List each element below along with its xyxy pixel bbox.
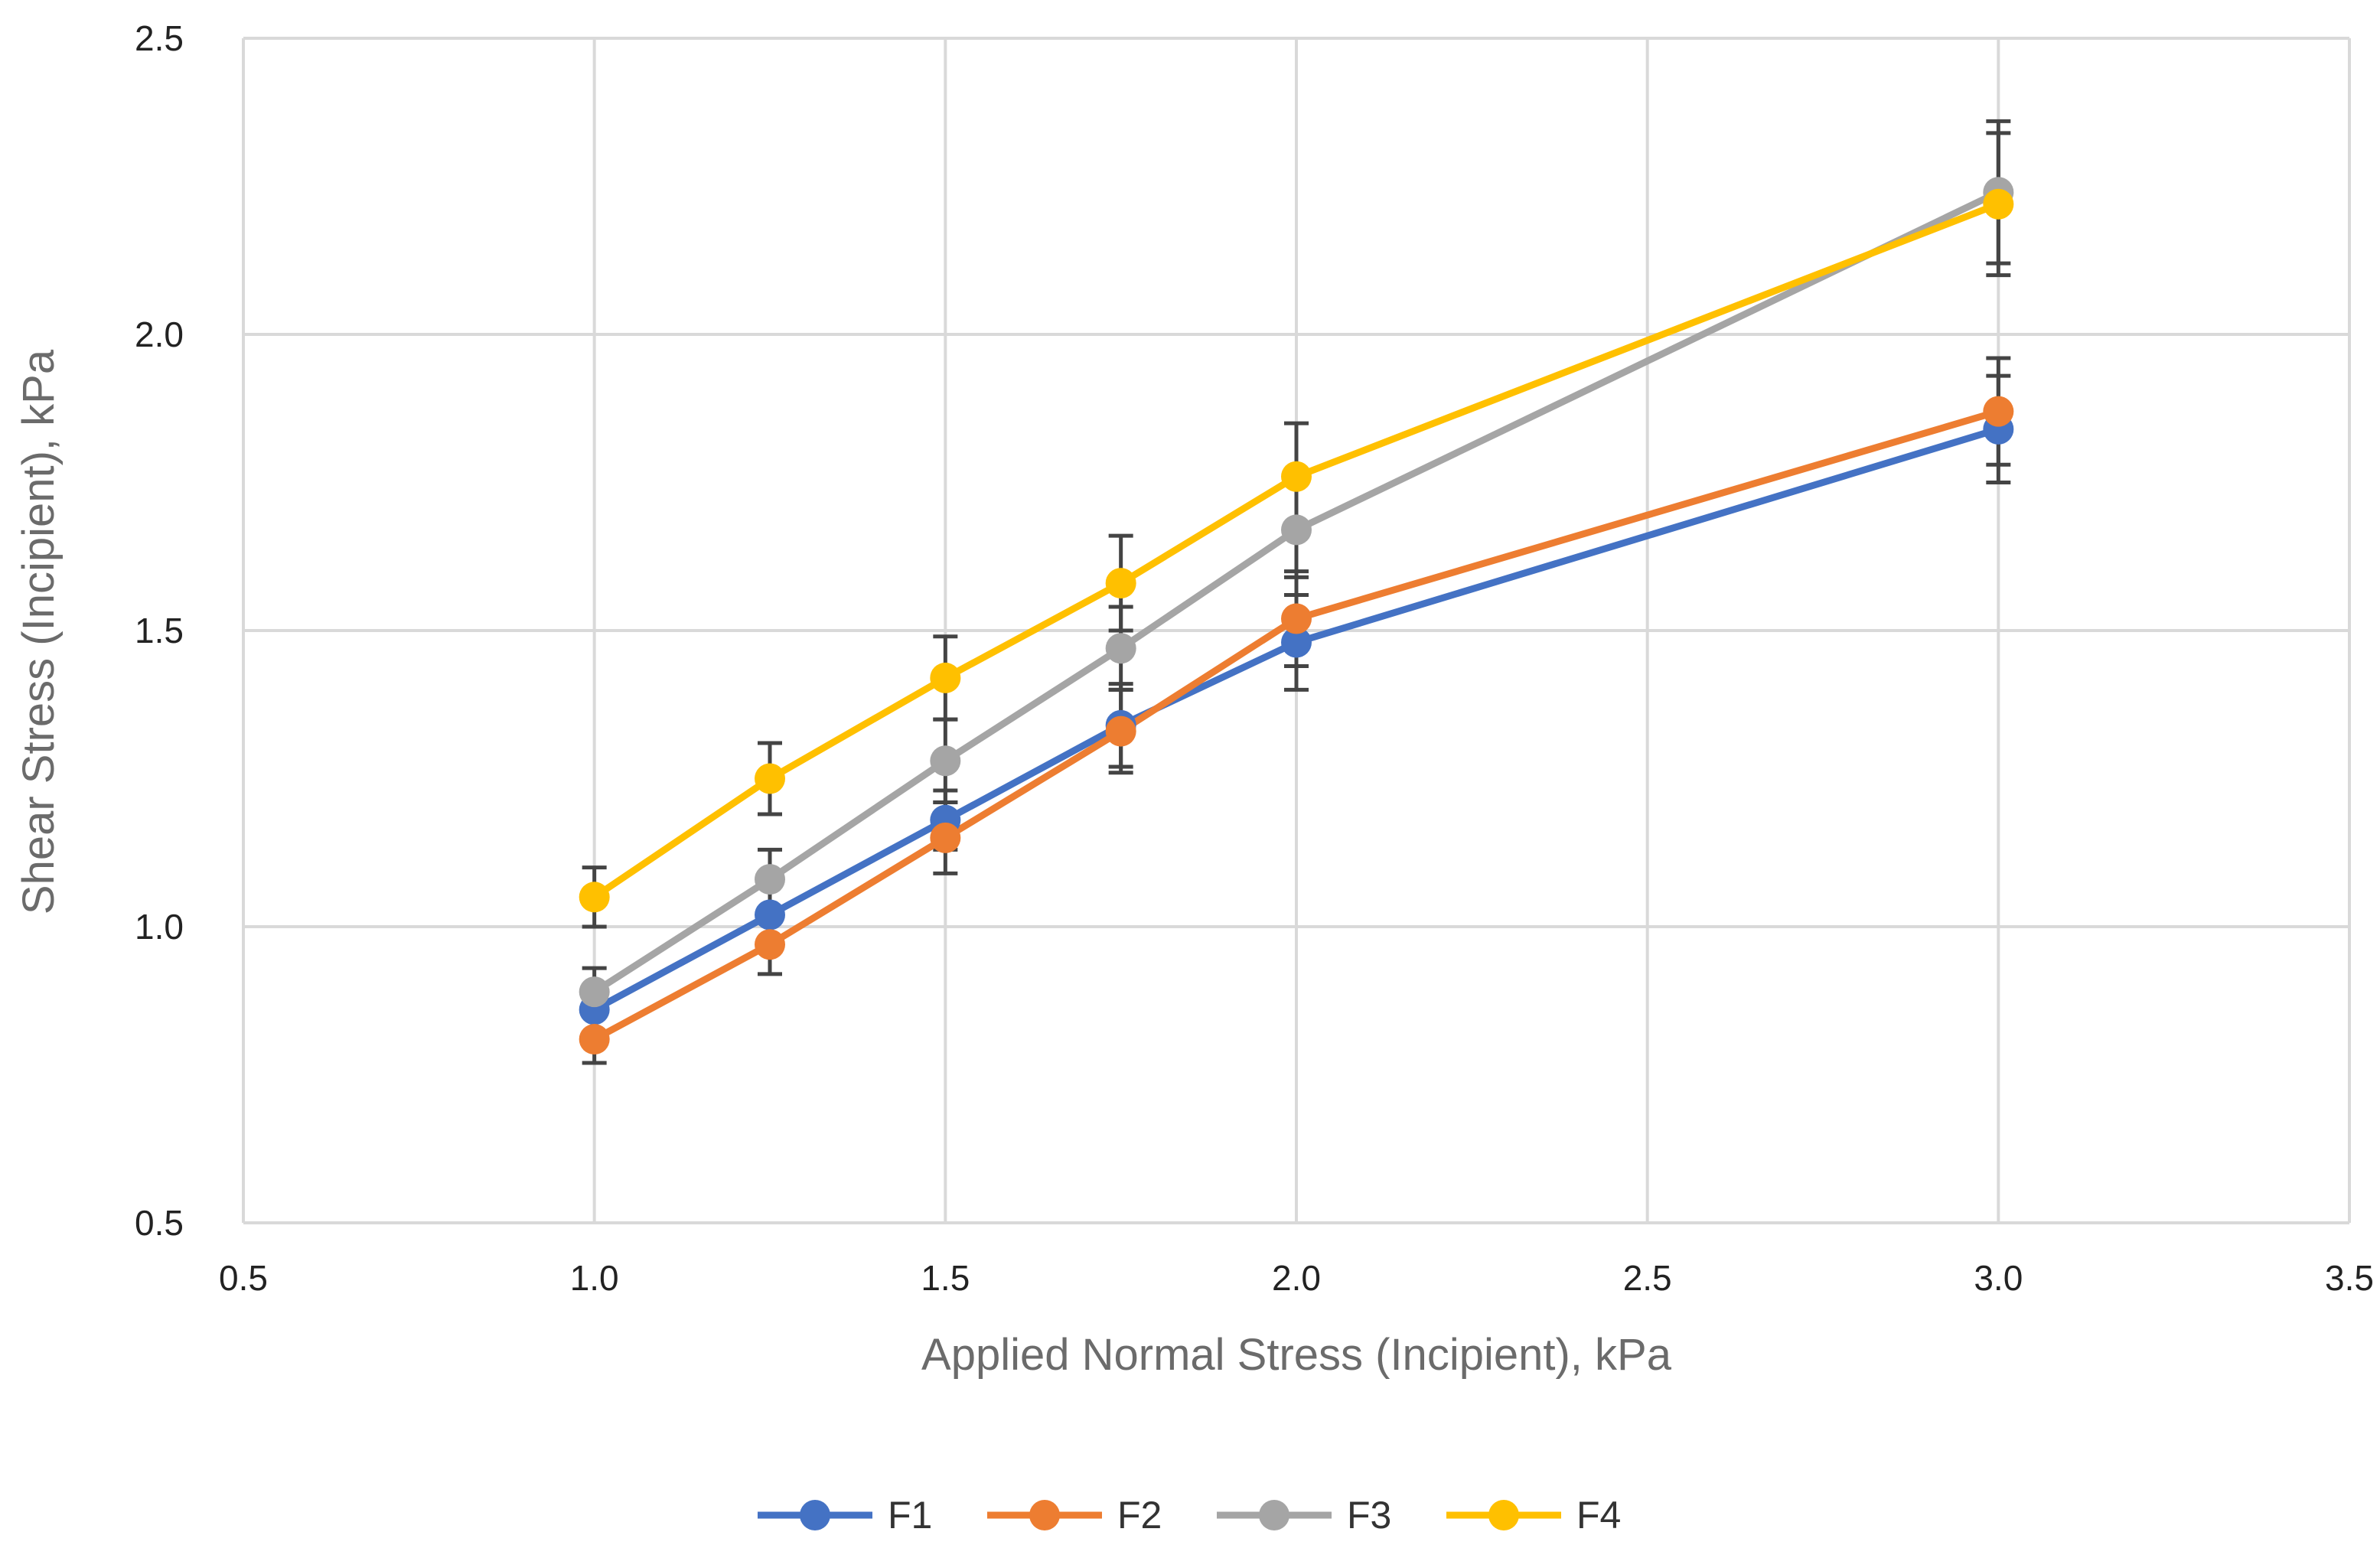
series-line-f1 [592,425,2000,1013]
data-point-f3 [1281,514,1312,546]
x-tick-label: 3.0 [1974,1258,2023,1298]
data-point-f2 [579,1024,610,1055]
data-markers [579,177,2014,1055]
data-point-f4 [930,662,961,693]
data-point-f4 [1105,568,1136,599]
legend-item-f1: F1 [758,1494,932,1537]
y-tick-label: 2.0 [135,315,184,354]
data-point-f2 [1983,396,2014,427]
data-point-f3 [579,976,610,1008]
data-point-f2 [1105,715,1136,747]
data-point-f2 [1281,603,1312,634]
legend-item-f2: F2 [987,1494,1162,1537]
x-tick-label: 2.5 [1623,1258,1672,1298]
legend: F1 F2 F3 F4 [758,1494,1621,1537]
legend-item-f4: F4 [1446,1494,1621,1537]
tick-labels: 0.5 1.0 1.5 2.0 2.5 3.0 3.5 0.5 1.0 1.5 2.0 2.5 [135,18,2374,1298]
x-tick-label: 3.5 [2325,1258,2374,1298]
series-line-f3 [592,189,2000,995]
y-tick-label: 2.5 [135,18,184,58]
data-point-f1 [1281,627,1312,658]
y-tick-label: 1.0 [135,907,184,947]
data-point-f3 [1105,633,1136,664]
series-lines [592,189,2000,1043]
legend-label: F4 [1576,1494,1621,1537]
x-axis-title: Applied Normal Stress (Incipient), kPa [921,1330,1672,1380]
legend-label: F3 [1347,1494,1391,1537]
x-tick-label: 1.5 [921,1258,970,1298]
x-tick-label: 1.0 [570,1258,619,1298]
y-tick-label: 1.5 [135,611,184,650]
data-point-f3 [930,745,961,777]
data-point-f1 [755,899,785,931]
y-tick-label: 0.5 [135,1203,184,1243]
series-line-f2 [592,408,2000,1043]
data-point-f4 [1281,461,1312,492]
data-point-f4 [755,763,785,794]
series-line-f4 [592,200,2000,901]
legend-item-f3: F3 [1217,1494,1391,1537]
x-tick-label: 0.5 [219,1258,268,1298]
y-axis-title: Shear Stress (Incipient), kPa [14,349,64,914]
data-point-f3 [755,864,785,895]
legend-label: F1 [888,1494,932,1537]
legend-label: F2 [1117,1494,1162,1537]
data-point-f2 [755,929,785,960]
x-tick-label: 2.0 [1272,1258,1321,1298]
data-point-f4 [579,882,610,913]
data-point-f2 [930,822,961,853]
data-point-f4 [1983,188,2014,220]
